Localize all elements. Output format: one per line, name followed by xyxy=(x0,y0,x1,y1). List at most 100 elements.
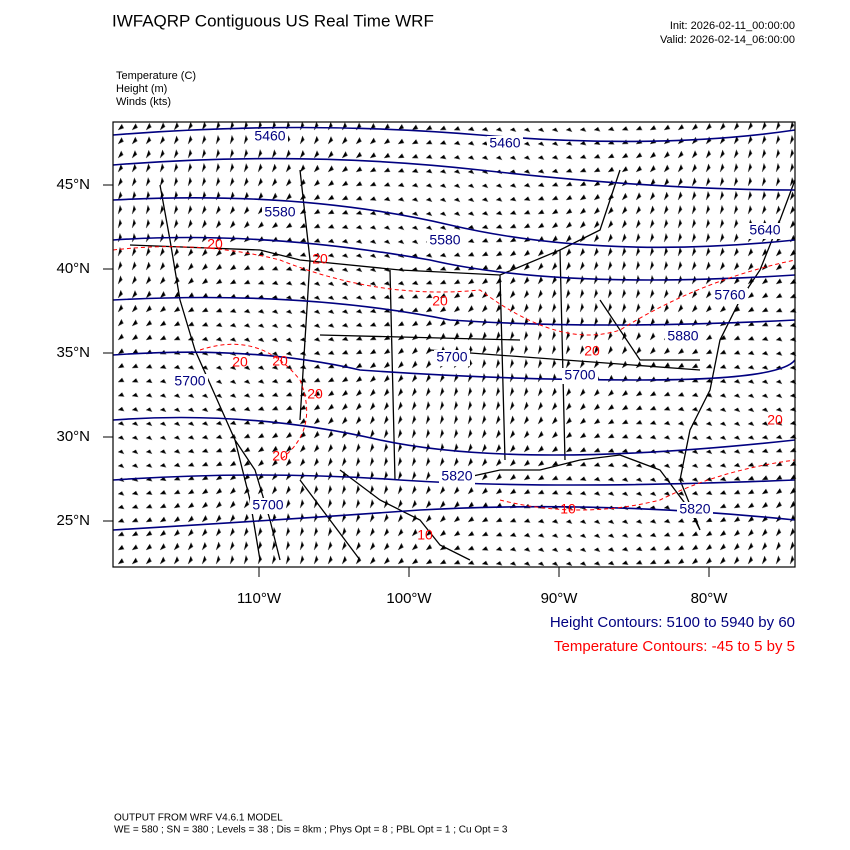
wind-barb xyxy=(453,530,461,537)
wind-barb xyxy=(551,402,558,411)
wind-barb xyxy=(467,238,475,244)
wind-barb xyxy=(453,265,461,271)
wind-barb xyxy=(523,547,531,552)
wind-barb xyxy=(313,444,320,453)
wind-barb xyxy=(719,205,725,215)
height-contour xyxy=(112,474,796,486)
temperature-legend: Temperature Contours: -45 to 5 by 5 xyxy=(554,638,795,655)
wind-barb xyxy=(761,528,768,537)
wind-barb xyxy=(201,135,207,145)
wind-barb xyxy=(285,323,293,329)
wind-barb xyxy=(635,560,643,565)
wind-barb xyxy=(243,279,251,285)
wind-barb xyxy=(481,183,489,189)
wind-barb xyxy=(215,555,221,565)
wind-barb xyxy=(481,415,487,425)
wind-barb xyxy=(327,238,335,244)
wind-barb xyxy=(145,557,152,565)
wind-barb xyxy=(579,154,587,159)
wind-barb xyxy=(187,489,195,495)
wind-barb xyxy=(649,151,657,159)
wind-barb xyxy=(663,124,671,131)
wind-barb xyxy=(299,252,307,257)
wind-barb xyxy=(131,319,138,327)
wind-barb xyxy=(355,362,363,369)
wind-barb xyxy=(677,164,684,173)
wind-barb xyxy=(201,121,207,131)
wind-barb xyxy=(285,555,291,565)
wind-barb xyxy=(187,556,193,565)
wind-barb xyxy=(481,126,489,132)
wind-barb xyxy=(761,542,768,551)
wind-barb xyxy=(215,421,223,426)
wind-barb xyxy=(229,220,236,229)
wind-barb xyxy=(593,519,601,525)
wind-barb xyxy=(229,308,237,313)
wind-barb xyxy=(551,195,559,201)
wind-barb xyxy=(299,527,305,537)
wind-barb xyxy=(453,169,461,175)
wind-barb xyxy=(509,250,517,257)
wind-barb xyxy=(117,205,123,215)
label-box xyxy=(487,136,523,152)
wind-barb xyxy=(495,473,502,481)
wind-barb xyxy=(439,401,445,411)
wind-barb xyxy=(705,435,713,441)
wind-barb xyxy=(635,289,641,299)
wind-barb xyxy=(719,543,726,551)
wind-barb xyxy=(159,163,165,173)
wind-barb xyxy=(145,490,153,495)
lat-label: 30°N xyxy=(56,428,90,445)
wind-barb xyxy=(355,429,361,439)
wind-barb xyxy=(257,280,265,285)
wind-barb xyxy=(677,289,683,299)
wind-barb xyxy=(243,541,249,551)
wind-barb xyxy=(775,278,783,285)
wind-barb xyxy=(691,392,699,398)
temperature-label: 20 xyxy=(232,354,248,370)
wind-barb xyxy=(173,489,181,495)
wind-barb xyxy=(131,378,139,383)
wind-barb xyxy=(187,307,195,313)
wind-barb xyxy=(355,336,363,341)
wind-barb xyxy=(537,289,543,299)
wind-barb xyxy=(313,309,321,315)
lat-label: 25°N xyxy=(56,512,90,529)
wind-barb xyxy=(691,205,697,215)
init-time: Init: 2026-02-11_00:00:00 xyxy=(670,20,795,32)
wind-barb xyxy=(257,406,265,411)
wind-barb xyxy=(229,279,237,285)
wind-barb xyxy=(537,561,545,567)
wind-barb xyxy=(439,169,447,174)
wind-barb xyxy=(733,191,739,201)
wind-barb xyxy=(593,447,601,453)
wind-barb xyxy=(733,163,739,173)
wind-barb xyxy=(663,505,671,510)
wind-barb xyxy=(145,247,151,257)
wind-barb xyxy=(313,527,319,537)
wind-barb xyxy=(131,304,138,313)
wind-barb xyxy=(677,558,685,565)
wind-barb xyxy=(369,196,377,201)
wind-barb xyxy=(369,443,375,453)
wind-barb xyxy=(369,485,375,495)
wind-barb xyxy=(369,322,377,327)
wind-barb xyxy=(537,518,545,524)
wind-barb xyxy=(397,225,405,231)
wind-barb xyxy=(173,149,179,159)
wind-barb xyxy=(397,401,403,411)
wind-barb xyxy=(117,421,125,426)
wind-barb xyxy=(509,459,516,467)
wind-barb xyxy=(145,503,153,509)
wind-barb xyxy=(565,490,573,496)
wind-barb xyxy=(691,421,699,426)
wind-barb xyxy=(663,247,669,257)
wind-barb xyxy=(551,547,559,553)
wind-barb xyxy=(439,154,447,160)
wind-barb xyxy=(369,295,377,300)
wind-barb xyxy=(243,308,251,314)
temperature-label: 20 xyxy=(207,236,223,252)
label-box xyxy=(172,374,208,390)
wind-barb xyxy=(761,191,767,201)
wind-barb xyxy=(621,346,628,355)
